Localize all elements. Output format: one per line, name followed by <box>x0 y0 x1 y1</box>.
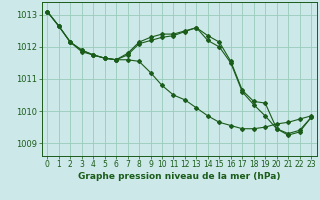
X-axis label: Graphe pression niveau de la mer (hPa): Graphe pression niveau de la mer (hPa) <box>78 172 280 181</box>
